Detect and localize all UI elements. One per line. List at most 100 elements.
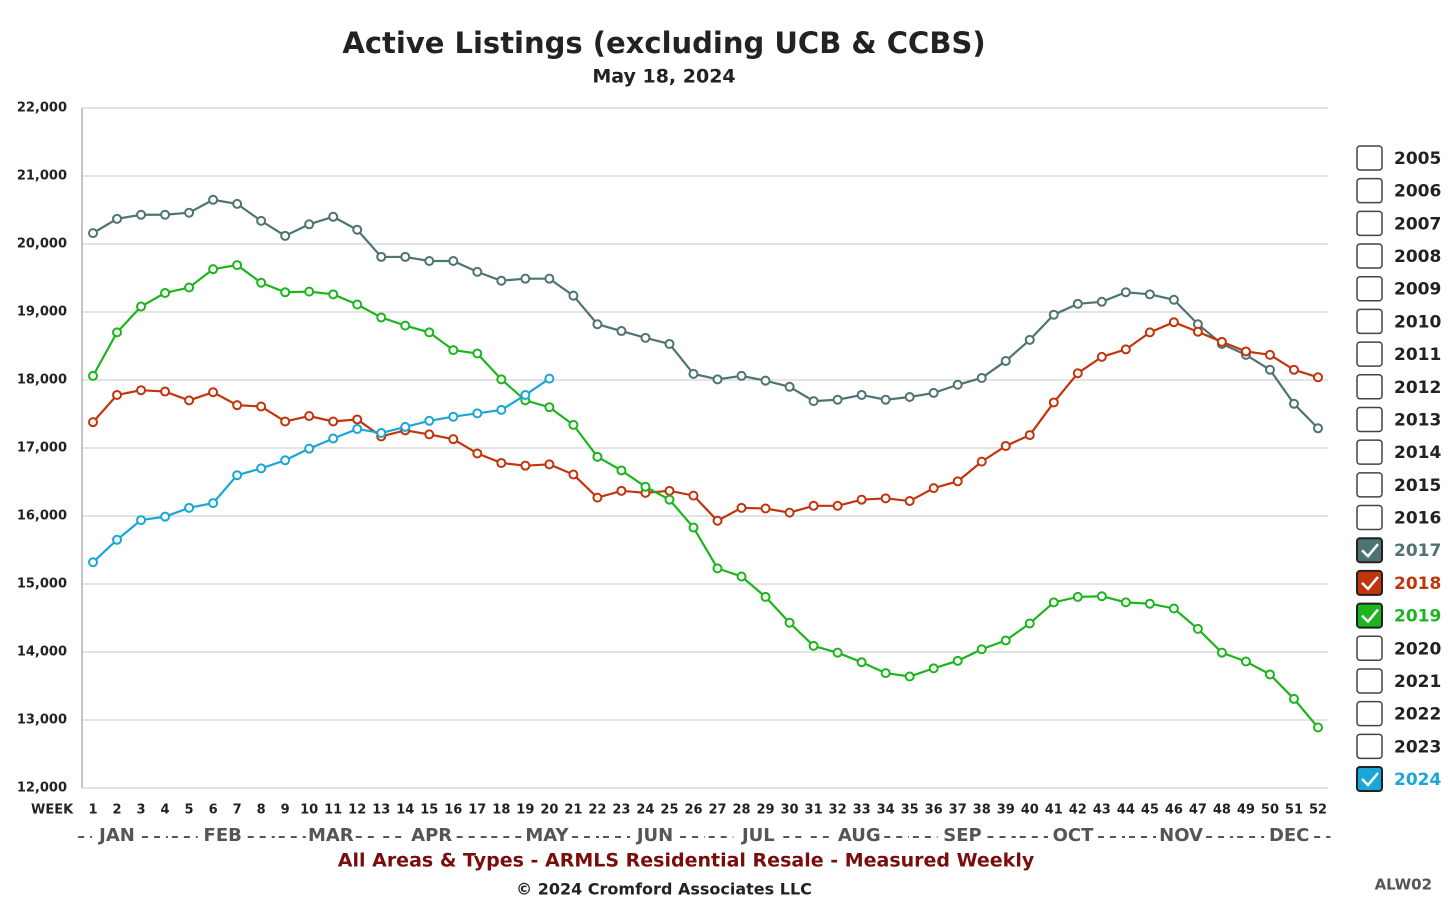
data-point bbox=[832, 647, 843, 658]
data-point bbox=[688, 368, 699, 379]
legend-label: 2016 bbox=[1394, 509, 1441, 529]
legend-label: 2023 bbox=[1394, 737, 1441, 757]
x-tick-label: 31 bbox=[805, 803, 823, 818]
legend-box bbox=[1356, 668, 1383, 694]
data-point bbox=[712, 515, 723, 526]
data-point bbox=[832, 500, 843, 511]
data-point bbox=[1120, 597, 1131, 608]
y-tick-label: 21,000 bbox=[17, 169, 67, 184]
data-point bbox=[1048, 309, 1059, 320]
x-tick-label: 46 bbox=[1165, 803, 1183, 818]
data-point bbox=[520, 389, 531, 400]
data-point bbox=[736, 571, 747, 582]
data-point bbox=[1192, 326, 1203, 337]
data-point bbox=[1264, 669, 1275, 680]
legend-label: 2013 bbox=[1394, 410, 1441, 430]
data-point bbox=[352, 299, 363, 310]
data-point bbox=[904, 671, 915, 682]
data-point bbox=[280, 287, 291, 298]
data-point bbox=[880, 668, 891, 679]
data-point bbox=[616, 485, 627, 496]
x-tick-label: 14 bbox=[396, 803, 414, 818]
data-point bbox=[280, 230, 291, 241]
data-point bbox=[1313, 722, 1323, 733]
x-tick-label: 47 bbox=[1189, 803, 1207, 818]
x-tick-label: 50 bbox=[1261, 803, 1279, 818]
legend-box bbox=[1356, 635, 1383, 662]
month-label: FEB bbox=[204, 825, 242, 846]
legend-label: 2011 bbox=[1394, 345, 1441, 365]
data-point bbox=[664, 338, 675, 349]
data-point bbox=[952, 476, 963, 487]
month-label: APR bbox=[411, 825, 452, 846]
month-label: SEP bbox=[943, 825, 981, 846]
data-point bbox=[88, 557, 98, 568]
data-point bbox=[232, 198, 243, 209]
data-point bbox=[472, 266, 483, 277]
y-tick-label: 15,000 bbox=[17, 577, 67, 592]
legend-label: 2012 bbox=[1394, 378, 1441, 398]
data-point bbox=[568, 290, 579, 301]
legend-box bbox=[1356, 341, 1383, 367]
data-point bbox=[1192, 623, 1203, 634]
data-point bbox=[256, 215, 267, 226]
data-point bbox=[808, 500, 819, 511]
x-tick-label: 39 bbox=[997, 803, 1015, 818]
data-point bbox=[736, 370, 747, 381]
legend-box bbox=[1356, 700, 1383, 727]
x-tick-label: 11 bbox=[324, 803, 342, 818]
y-tick-label: 16,000 bbox=[17, 509, 67, 524]
data-point bbox=[256, 277, 267, 288]
legend-box bbox=[1356, 602, 1383, 629]
data-point bbox=[304, 443, 315, 454]
data-point bbox=[424, 327, 435, 338]
data-point bbox=[136, 209, 147, 220]
data-point bbox=[928, 483, 939, 494]
legend-label: 2006 bbox=[1394, 182, 1441, 202]
x-tick-label: 10 bbox=[300, 803, 318, 818]
data-point bbox=[1144, 598, 1155, 609]
data-point bbox=[568, 469, 579, 480]
month-label: NOV bbox=[1159, 825, 1203, 846]
data-point bbox=[448, 345, 459, 356]
y-tick-label: 13,000 bbox=[17, 713, 67, 728]
data-point bbox=[712, 374, 723, 385]
x-tick-label: 35 bbox=[901, 803, 919, 818]
data-point bbox=[376, 251, 387, 262]
data-point bbox=[448, 256, 459, 266]
legend-box bbox=[1356, 308, 1383, 335]
data-point bbox=[304, 286, 315, 297]
data-point bbox=[1240, 656, 1251, 667]
legend-label: 2024 bbox=[1394, 770, 1441, 790]
data-point bbox=[232, 400, 243, 411]
x-tick-label: 44 bbox=[1117, 803, 1135, 818]
data-point bbox=[784, 381, 795, 392]
data-point bbox=[880, 493, 891, 504]
data-point bbox=[376, 428, 387, 439]
data-point bbox=[136, 385, 147, 396]
x-tick-label: 28 bbox=[732, 803, 750, 818]
data-point bbox=[832, 394, 843, 405]
series-line bbox=[92, 377, 550, 564]
data-point bbox=[112, 327, 123, 338]
data-point bbox=[1216, 336, 1227, 347]
data-point bbox=[760, 375, 771, 386]
data-point bbox=[400, 320, 411, 331]
legend-label: 2014 bbox=[1394, 443, 1441, 463]
x-tick-label: 23 bbox=[612, 803, 630, 818]
data-point bbox=[208, 387, 219, 398]
x-tick-label: 36 bbox=[925, 803, 943, 818]
x-tick-label: 37 bbox=[949, 803, 967, 818]
x-tick-label: 1 bbox=[88, 803, 97, 818]
data-point bbox=[592, 492, 603, 503]
data-point bbox=[328, 289, 339, 300]
data-point bbox=[88, 370, 98, 381]
data-point bbox=[544, 273, 555, 284]
legend-label: 2020 bbox=[1394, 639, 1441, 659]
legend-label: 2009 bbox=[1394, 280, 1441, 300]
legend-check bbox=[1361, 576, 1379, 591]
legend-box bbox=[1356, 569, 1383, 596]
legend-label: 2019 bbox=[1394, 607, 1441, 627]
data-point bbox=[1072, 298, 1083, 309]
